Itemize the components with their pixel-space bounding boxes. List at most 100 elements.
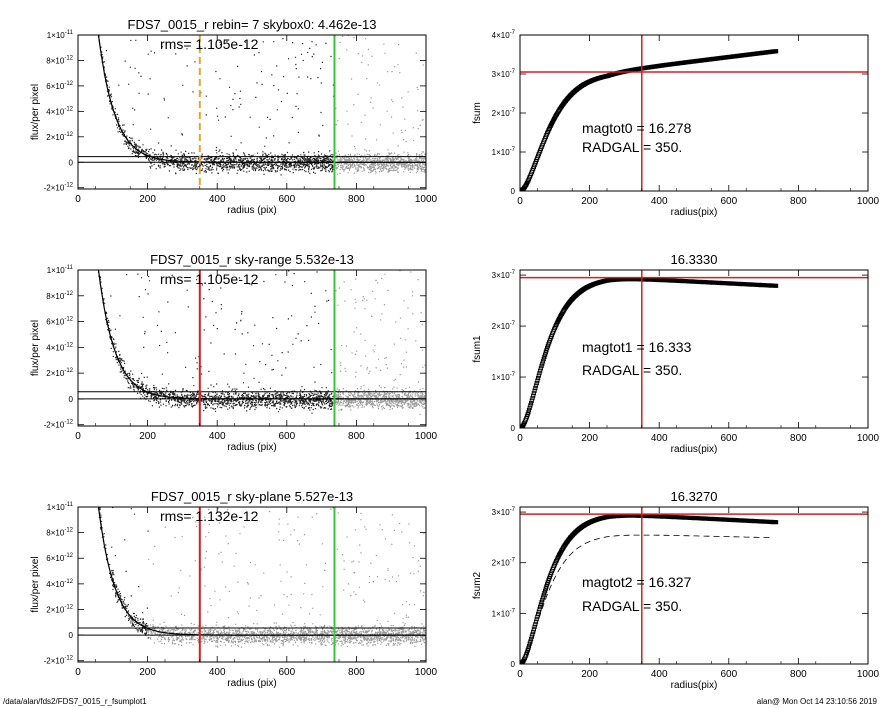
y-axis-label: fsum2 <box>472 571 483 599</box>
y-tick-label: 6×10-12 <box>46 317 73 327</box>
x-tick-label: 600 <box>720 433 737 444</box>
plot-frame <box>519 506 869 665</box>
x-axis-label: radius(pix) <box>671 680 718 691</box>
scatter-points <box>98 35 336 176</box>
y-tick-label: 3×10-7 <box>492 69 516 79</box>
x-tick-label: 0 <box>517 433 523 444</box>
x-tick-label: 600 <box>720 196 737 207</box>
scatter-points <box>98 270 336 414</box>
x-tick-label: 800 <box>790 196 807 207</box>
x-tick-label: 200 <box>581 669 598 680</box>
x-tick-label: 800 <box>348 194 365 205</box>
y-tick-label: 3×10-7 <box>492 270 516 280</box>
x-tick-label: 400 <box>209 194 226 205</box>
x-tick-label: 400 <box>651 196 668 207</box>
y-tick-label: 6×10-12 <box>46 553 73 563</box>
x-tick-label: 0 <box>75 194 81 205</box>
x-tick-label: 800 <box>790 433 807 444</box>
magtot1-label: magtot1 = 16.333 <box>582 339 692 355</box>
plot-area <box>78 270 426 426</box>
chart-4: magtot1 = 16.333 RADGAL = 350. 0 200 400 600 8… <box>472 252 880 455</box>
y-tick-label: 2×10-12 <box>46 604 73 614</box>
y-tick-label: 1×10-7 <box>492 608 516 618</box>
rms-annotation: rms= 1.105e-12 <box>160 36 259 52</box>
y-tick-label: 1×10-11 <box>47 265 74 275</box>
y-axis-label: flux/per pixel <box>30 84 41 140</box>
x-axis-label: radius(pix) <box>671 207 718 218</box>
footer-timestamp: alan@ Mon Oct 14 23:10:56 2019 <box>756 697 877 706</box>
secondary-flux-curve <box>520 534 771 664</box>
y-tick-label: 1×10-11 <box>47 502 74 512</box>
chart-5: rms= 1.132e-120 200 400 600 800 1000-2×10-120… <box>30 489 438 689</box>
x-tick-label: 0 <box>517 669 523 680</box>
plot-area <box>520 35 868 191</box>
y-tick-label: 4×10-12 <box>46 579 73 589</box>
scatter-points-outer <box>334 35 426 175</box>
radgal-label: RADGAL = 350. <box>582 362 682 378</box>
y-tick-label: 8×10-12 <box>46 528 73 538</box>
y-tick-label: 0 <box>69 158 74 167</box>
y-tick-label: -2×10-12 <box>44 420 74 430</box>
x-tick-label: 200 <box>139 667 156 678</box>
x-tick-label: 200 <box>139 431 156 442</box>
plot-area <box>520 507 868 664</box>
chart-1: rms= 1.105e-120 200 400 600 800 1000-2×10-120… <box>30 17 438 216</box>
x-tick-label: 800 <box>348 431 365 442</box>
footer-file-path: /data/alan/fds2/FDS7_0015_r_fsumplot1 <box>3 697 147 706</box>
y-tick-label: 3×10-7 <box>492 507 516 517</box>
x-axis-label: radius(pix) <box>671 444 718 455</box>
chart-title: FDS7_0015_r rebin= 7 skybox0: 4.462e-13 <box>128 17 377 32</box>
x-tick-label: 400 <box>209 431 226 442</box>
rms-annotation: rms= 1.105e-12 <box>160 271 259 287</box>
radgal-label: RADGAL = 350. <box>582 139 682 155</box>
chart-title: 16.3270 <box>671 489 718 504</box>
x-axis-label: radius (pix) <box>227 442 276 453</box>
y-tick-label: 4×10-12 <box>46 342 73 352</box>
chart-2: magtot0 = 16.278 RADGAL = 350. 0 200 400 600 8… <box>472 30 880 218</box>
x-tick-label: 200 <box>581 433 598 444</box>
x-tick-label: 1000 <box>415 194 438 205</box>
plot-area <box>78 35 426 189</box>
x-tick-label: 0 <box>75 431 81 442</box>
x-axis-label: radius (pix) <box>227 678 276 689</box>
plot-frame <box>519 34 869 192</box>
profile-curve <box>97 270 426 400</box>
x-tick-label: 400 <box>209 667 226 678</box>
x-tick-label: 1000 <box>857 669 880 680</box>
x-tick-label: 1000 <box>857 433 880 444</box>
y-tick-label: 0 <box>69 395 74 404</box>
y-tick-label: 4×10-7 <box>492 30 516 40</box>
y-tick-label: 2×10-7 <box>492 108 516 118</box>
plot-area <box>78 507 426 662</box>
y-axis-label: flux/per pixel <box>30 556 41 612</box>
plot-area <box>520 270 868 428</box>
plot-frame <box>77 34 427 190</box>
x-tick-label: 0 <box>517 196 523 207</box>
x-tick-label: 200 <box>139 194 156 205</box>
y-tick-label: 2×10-7 <box>492 321 516 331</box>
y-tick-label: 2×10-7 <box>492 558 516 568</box>
cumulative-flux-curve <box>520 513 779 664</box>
x-axis-label: radius (pix) <box>227 205 276 216</box>
x-tick-label: 800 <box>790 669 807 680</box>
magtot0-label: magtot0 = 16.278 <box>582 120 692 136</box>
scatter-points <box>98 507 149 639</box>
scatter-points-outer <box>334 270 426 415</box>
radgal-label: RADGAL = 350. <box>582 598 682 614</box>
x-tick-label: 400 <box>651 669 668 680</box>
profile-curve <box>97 507 426 636</box>
y-tick-label: 0 <box>511 424 516 433</box>
chart-title: FDS7_0015_r sky-plane 5.527e-13 <box>151 489 353 504</box>
y-tick-label: 0 <box>511 660 516 669</box>
y-tick-label: -2×10-12 <box>44 656 74 666</box>
x-tick-label: 400 <box>651 433 668 444</box>
plot-frame <box>77 506 427 663</box>
y-tick-label: 1×10-11 <box>47 30 74 40</box>
cumulative-flux-curve <box>520 277 779 428</box>
y-tick-label: 2×10-12 <box>46 132 73 142</box>
y-tick-label: 1×10-7 <box>492 372 516 382</box>
y-tick-label: 0 <box>511 187 516 196</box>
y-tick-label: 8×10-12 <box>46 291 73 301</box>
chart-title: FDS7_0015_r sky-range 5.532e-13 <box>150 252 354 267</box>
